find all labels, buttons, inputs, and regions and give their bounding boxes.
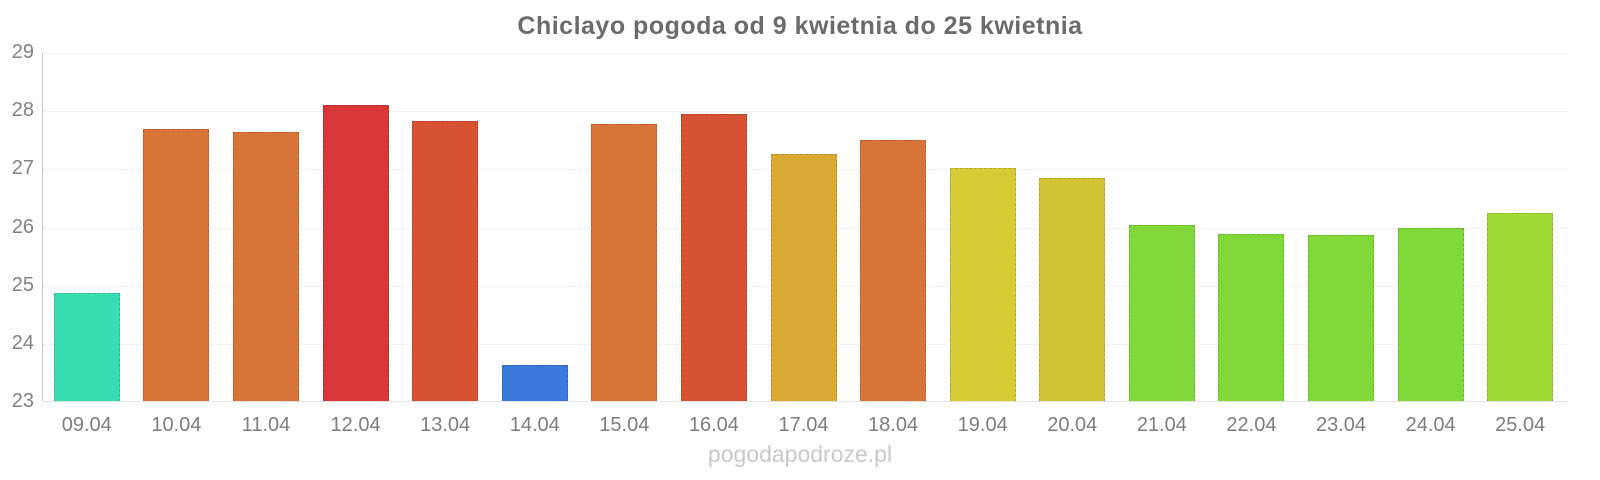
chart-title: Chiclayo pogoda od 9 kwietnia do 25 kwie… — [517, 12, 1083, 40]
x-tick-label-20.04: 20.04 — [1047, 414, 1098, 436]
x-tick-label-16.04: 16.04 — [688, 414, 739, 436]
x-tick-label-18.04: 18.04 — [868, 414, 919, 436]
bar-21.04[interactable] — [1128, 224, 1195, 402]
x-tick-label-14.04: 14.04 — [509, 414, 560, 436]
bar-13.04[interactable] — [412, 121, 479, 402]
bar-11.04[interactable] — [232, 132, 299, 402]
x-tick-label-15.04: 15.04 — [599, 414, 650, 436]
gridline-29 — [43, 53, 1567, 54]
x-tick-label-21.04: 21.04 — [1136, 414, 1187, 436]
bar-20.04[interactable] — [1039, 178, 1106, 402]
x-tick-label-09.04: 09.04 — [61, 414, 112, 436]
x-tick-label-22.04: 22.04 — [1226, 414, 1277, 436]
y-tick-label-29: 29 — [11, 41, 34, 64]
x-tick-label-10.04: 10.04 — [151, 414, 202, 436]
y-tick-label-26: 26 — [11, 215, 34, 238]
bar-10.04[interactable] — [143, 128, 210, 402]
bar-19.04[interactable] — [949, 168, 1016, 402]
x-tick-label-12.04: 12.04 — [330, 414, 381, 436]
x-axis-line — [42, 401, 1567, 402]
bar-22.04[interactable] — [1218, 234, 1285, 402]
watermark: pogodapodroze.pl — [707, 441, 893, 467]
bar-16.04[interactable] — [680, 114, 747, 402]
y-tick-label-28: 28 — [11, 99, 34, 122]
y-axis-line — [42, 53, 43, 402]
bar-12.04[interactable] — [322, 105, 389, 402]
y-tick-label-25: 25 — [11, 273, 34, 296]
x-tick-label-23.04: 23.04 — [1315, 414, 1367, 436]
bar-23.04[interactable] — [1308, 235, 1375, 402]
bar-09.04[interactable] — [53, 292, 120, 402]
x-tick-label-25.04: 25.04 — [1495, 414, 1546, 436]
x-tick-label-19.04: 19.04 — [957, 414, 1008, 436]
plot-area: 23 24 25 26 27 28 29 09.04 10.04 11.04 12.04 13.04… — [12, 41, 1567, 436]
bar-24.04[interactable] — [1397, 227, 1464, 402]
y-tick-label-27: 27 — [11, 157, 34, 180]
bar-18.04[interactable] — [860, 140, 927, 402]
x-tick-label-24.04: 24.04 — [1405, 414, 1456, 436]
y-tick-label-23: 23 — [11, 390, 34, 413]
y-tick-label-24: 24 — [11, 331, 34, 354]
bar-15.04[interactable] — [591, 123, 658, 402]
x-tick-label-17.04: 17.04 — [778, 414, 829, 436]
x-tick-label-11.04: 11.04 — [241, 414, 291, 436]
bar-17.04[interactable] — [770, 153, 837, 402]
bar-25.04[interactable] — [1487, 212, 1554, 402]
gridline-28 — [43, 111, 1567, 113]
bar-14.04[interactable] — [501, 365, 568, 402]
x-tick-label-13.04: 13.04 — [420, 414, 471, 436]
